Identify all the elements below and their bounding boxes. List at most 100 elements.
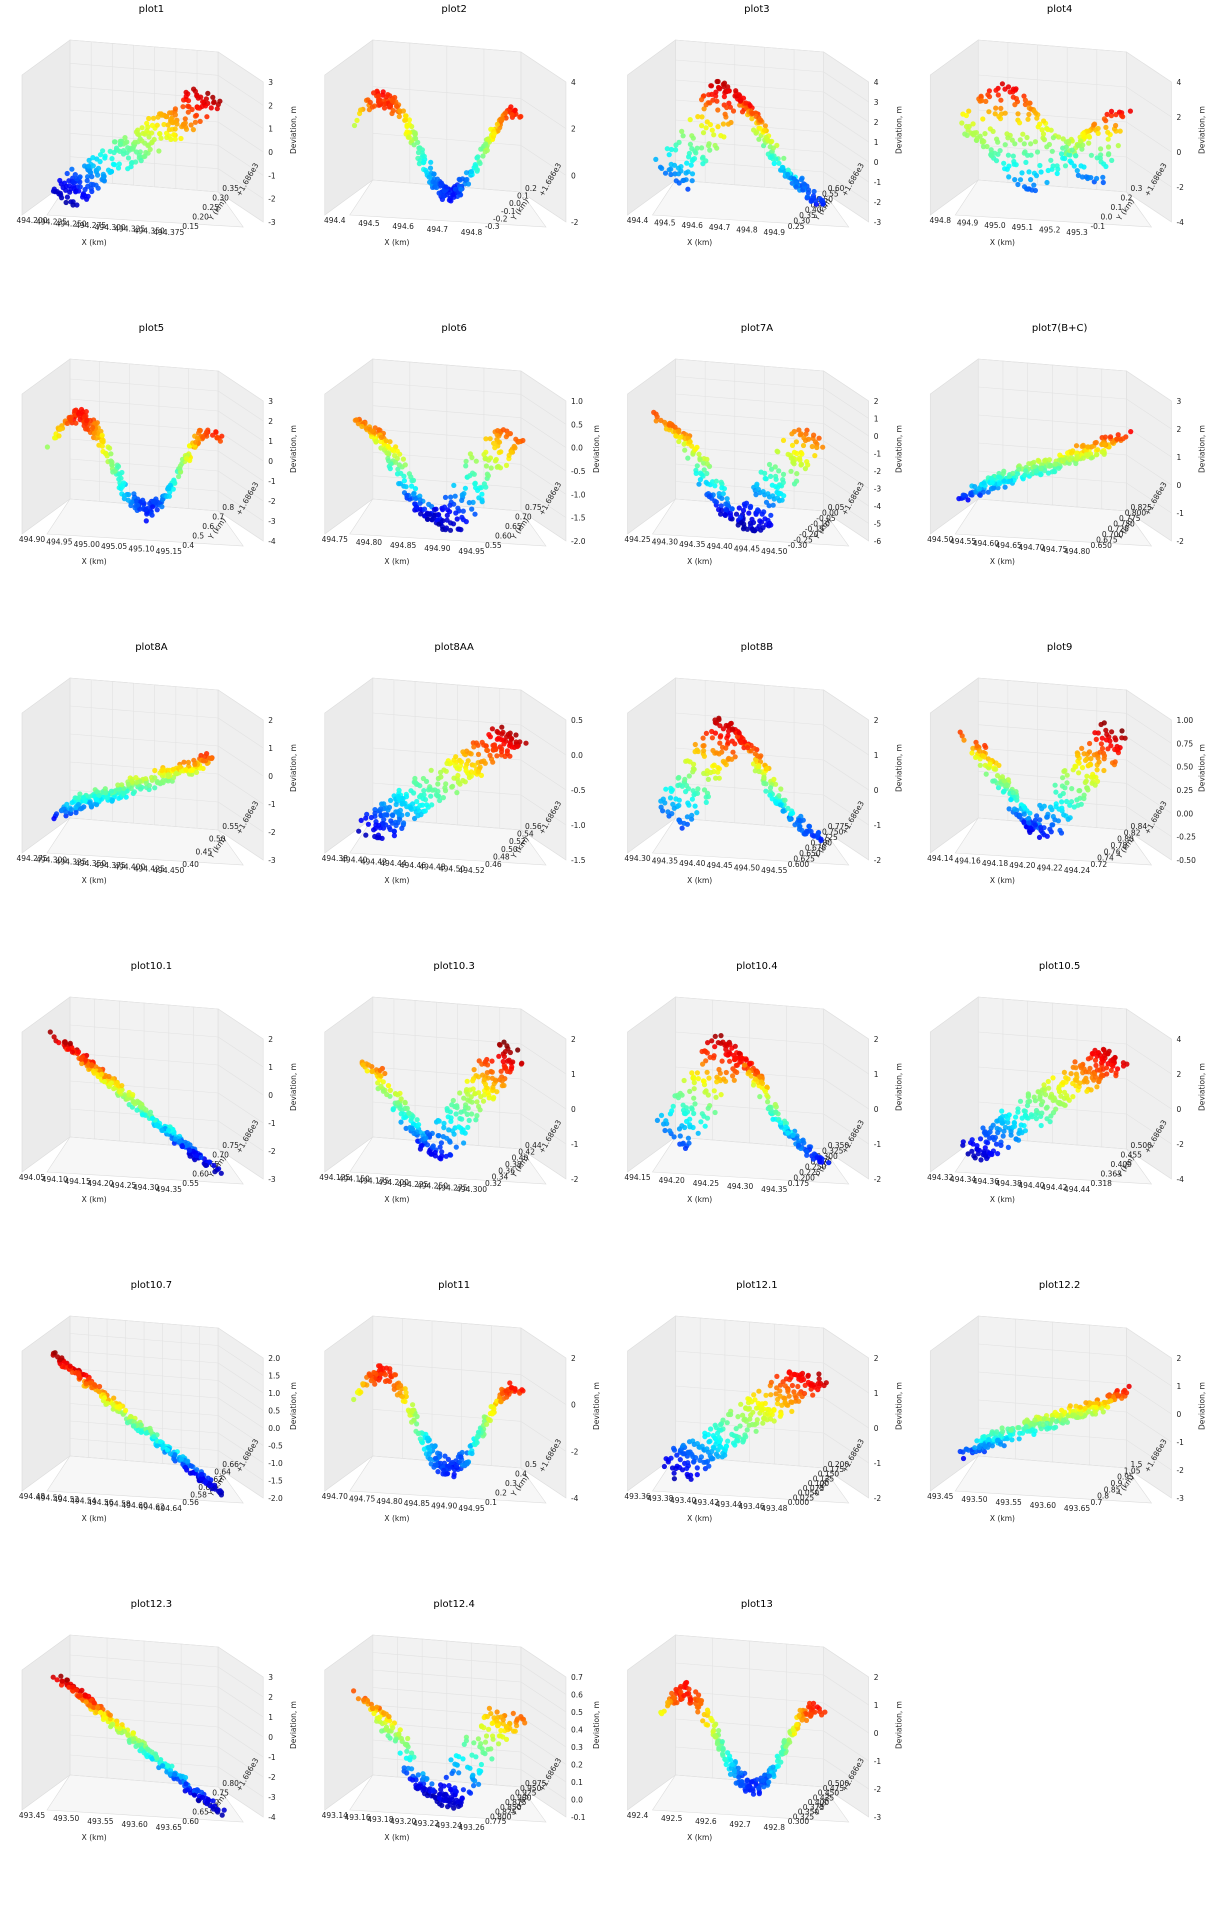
data-point [376,822,382,829]
data-point [508,449,514,455]
data-point [1093,1062,1099,1068]
data-point [172,1136,178,1142]
z-tick-label: 0 [268,1091,273,1100]
z-gridline [1126,482,1172,514]
data-point [718,733,724,739]
data-point [1076,770,1082,776]
z-gridline [823,388,869,419]
data-point [1085,444,1091,450]
data-point [492,458,498,464]
data-point [980,753,986,759]
data-point [468,769,474,775]
z-gridline [218,51,264,83]
data-point [959,120,965,126]
data-point [463,463,469,469]
data-point [1005,84,1012,90]
z-tick-label: 1 [571,1070,576,1079]
data-point [449,1102,455,1108]
data-point [799,827,805,833]
x-axis-label: X (km) [82,557,107,566]
data-point [388,797,394,804]
data-point [684,160,690,166]
data-point [392,94,398,101]
z-gridline [823,423,869,454]
data-point [1035,457,1041,463]
data-point [484,747,490,753]
data-point [130,146,136,152]
data-point [171,132,177,138]
data-point [666,152,672,158]
data-point [166,1127,172,1133]
data-point [695,786,701,792]
data-point [715,84,722,91]
data-point [479,491,485,497]
data-point [714,1079,720,1085]
data-point [430,1143,436,1149]
z-tick-label: -3 [268,517,276,526]
data-point [691,761,697,767]
data-point [115,165,122,171]
data-point [809,443,815,450]
data-point [1088,152,1094,158]
z-axis-label: Deviation, m [1197,1063,1206,1111]
data-point [1065,1076,1071,1082]
y-tick-label: 0.20 [192,213,209,222]
data-point [1103,118,1109,124]
data-point [1081,792,1087,798]
y-tick-label: -0.05 [816,514,836,523]
x-tick-label: 494.9 [764,228,786,237]
data-point [711,762,717,768]
data-point [995,92,1001,98]
data-point [51,816,57,822]
data-point [375,99,382,105]
data-point [999,1108,1005,1114]
data-point [211,1162,217,1169]
z-gridline [1126,121,1172,153]
data-point [1053,789,1059,795]
data-point [771,160,777,167]
data-point [396,113,402,120]
data-point [475,154,481,160]
z-tick-label: -4 [268,537,276,546]
data-point [383,822,389,828]
data-point [183,93,189,99]
z-tick-label: 0.25 [1176,786,1193,795]
data-point [774,485,781,491]
data-point [693,150,699,156]
data-point [979,98,985,104]
data-point [189,767,195,774]
z-gridline [1126,426,1172,458]
data-point [770,145,777,151]
data-point [1002,142,1008,148]
z-gridline [978,74,1127,88]
z-tick-label: -2 [268,828,276,837]
data-point [465,1124,471,1130]
data-point [135,502,141,508]
data-point [178,135,184,142]
data-point [1068,160,1074,166]
x-axis-label: X (km) [82,1195,107,1204]
y-tick-label: 0.60 [828,184,845,193]
data-point [1038,472,1044,478]
data-point [441,1125,447,1131]
data-point [668,146,675,153]
data-point [200,758,207,764]
data-point [718,1033,724,1039]
z-tick-label: -2 [268,497,276,506]
data-point [396,462,402,468]
data-point [415,149,422,156]
data-point [1078,163,1084,169]
data-point [387,826,393,833]
subplot-title: plot8A [135,642,168,653]
data-point [1073,1083,1079,1089]
data-point [450,783,456,790]
data-point [987,761,993,767]
data-point [1073,443,1080,449]
data-point [977,762,983,768]
data-point [709,127,715,133]
data-point [452,493,458,499]
data-point [470,1078,476,1084]
z-gridline [675,411,824,424]
z-axis-label: Deviation, m [895,744,904,792]
z-gridline [218,717,264,749]
